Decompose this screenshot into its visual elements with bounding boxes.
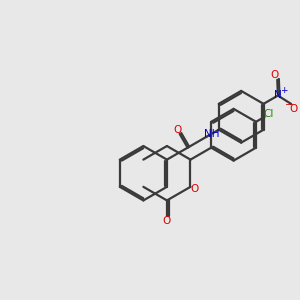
- Text: Cl: Cl: [264, 109, 274, 119]
- Text: O: O: [163, 216, 171, 226]
- Text: −: −: [285, 100, 294, 110]
- Text: O: O: [290, 103, 298, 114]
- Text: O: O: [271, 70, 279, 80]
- Text: NH: NH: [204, 129, 219, 139]
- Text: N: N: [274, 90, 282, 100]
- Text: O: O: [173, 124, 181, 135]
- Text: +: +: [280, 86, 287, 95]
- Text: O: O: [190, 184, 199, 194]
